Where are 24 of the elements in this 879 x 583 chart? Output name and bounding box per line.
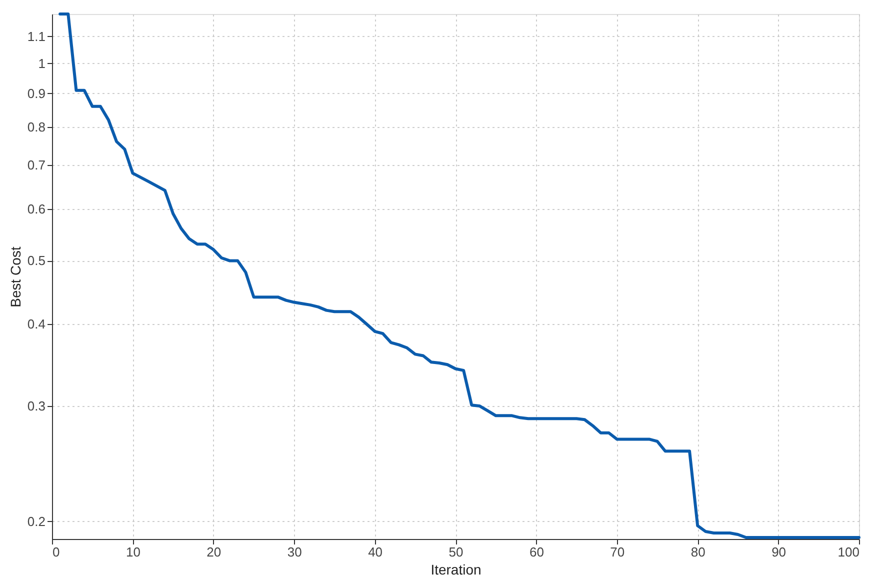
y-tick-label: 0.6: [27, 201, 46, 216]
y-tick-label: 1: [38, 56, 46, 71]
x-tick-label: 100: [838, 544, 860, 560]
y-tick-label: 0.9: [27, 86, 46, 101]
y-tick-label: 0.4: [27, 316, 46, 332]
y-tick-label: 1.1: [27, 28, 46, 44]
x-tick-label: 30: [287, 544, 302, 560]
y-tick-label: 0.3: [27, 398, 46, 414]
y-axis-title: Best Cost: [7, 246, 24, 308]
x-tick-label: 60: [529, 544, 544, 560]
line-series: [58, 12, 860, 539]
y-tick-label: 0.5: [27, 253, 46, 268]
y-tick-label: 0.7: [27, 157, 46, 172]
x-tick-label: 20: [206, 544, 222, 560]
x-tick-label: 0: [52, 544, 60, 560]
x-tick-label: 90: [772, 544, 786, 560]
x-tick-label: 50: [448, 544, 464, 560]
x-tick-label: 80: [690, 544, 706, 560]
x-axis-title: Iteration: [430, 562, 482, 578]
x-tick-label: 10: [126, 544, 140, 560]
x-tick-label: 70: [610, 544, 625, 560]
y-tick-label: 0.8: [27, 119, 46, 134]
x-tick-label: 40: [368, 544, 383, 560]
y-tick-label: 0.2: [27, 514, 46, 529]
